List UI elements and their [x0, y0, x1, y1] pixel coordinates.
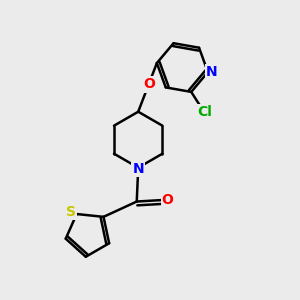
Text: O: O [143, 77, 155, 92]
Text: O: O [162, 193, 174, 207]
Text: N: N [132, 162, 144, 176]
Text: Cl: Cl [197, 105, 212, 118]
Text: N: N [206, 65, 217, 79]
Text: S: S [66, 205, 76, 219]
